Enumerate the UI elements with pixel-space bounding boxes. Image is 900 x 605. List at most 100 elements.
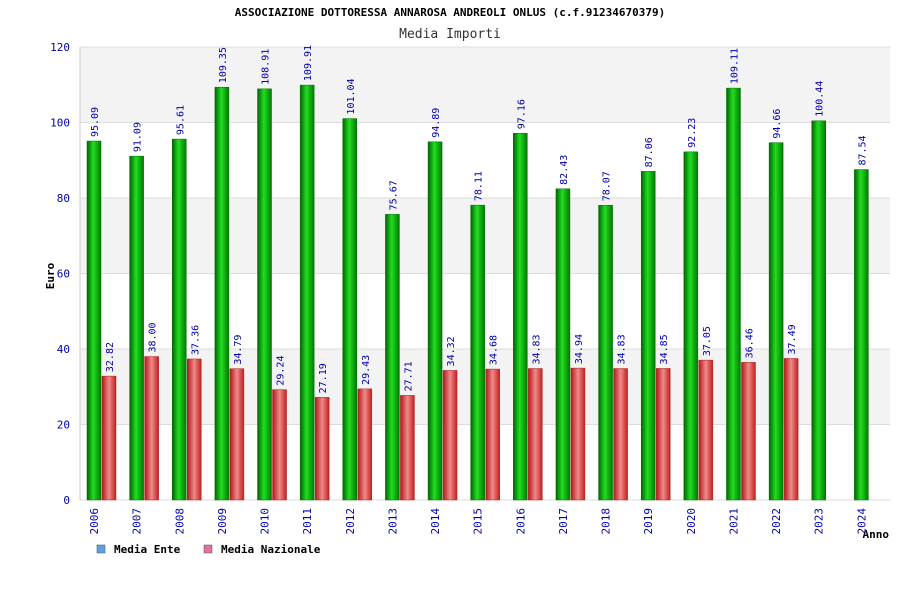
x-tick-label: 2018 — [600, 508, 613, 535]
x-axis-ticks: 2006 2007 2008 2009 2010 2011 2012 2013 2014 2015… — [88, 508, 868, 535]
data-label: 34.83 — [617, 334, 628, 364]
data-label: 37.36 — [190, 325, 201, 355]
x-tick-label: 2006 — [88, 508, 101, 535]
x-tick-label: 2009 — [216, 508, 229, 535]
bar-media-ente — [598, 205, 613, 501]
bar-media-ente — [683, 151, 699, 501]
bar-media-ente — [427, 141, 443, 501]
bar-media-nazionale — [528, 368, 543, 501]
data-label: 34.79 — [233, 335, 244, 365]
data-label: 29.24 — [276, 356, 287, 386]
bar-media-nazionale — [613, 368, 628, 501]
y-axis-ticks: 0 20 40 60 80 100 120 — [50, 41, 70, 507]
y-tick-label: 60 — [57, 268, 70, 281]
y-tick-label: 0 — [63, 494, 70, 507]
legend-swatch-media-nazionale — [203, 544, 213, 554]
bar-media-ente — [854, 169, 869, 501]
y-tick-label: 40 — [57, 343, 70, 356]
bar-media-ente — [214, 86, 230, 501]
data-label: 95.09 — [90, 107, 101, 137]
legend: Media Ente Media Nazionale — [96, 543, 321, 556]
bar-media-nazionale — [698, 359, 714, 501]
data-label: 108.91 — [261, 49, 272, 85]
y-tick-label: 80 — [57, 192, 70, 205]
x-axis-label: Anno — [863, 528, 890, 541]
legend-label-media-nazionale: Media Nazionale — [221, 543, 321, 556]
legend-label-media-ente: Media Ente — [114, 543, 181, 556]
data-label: 36.46 — [744, 328, 755, 358]
x-tick-label: 2012 — [344, 508, 357, 535]
chart-title: ASSOCIAZIONE DOTTORESSA ANNAROSA ANDREOL… — [235, 6, 665, 19]
bar-media-ente — [726, 87, 741, 501]
plot-band — [80, 47, 890, 123]
bar-media-nazionale — [442, 370, 458, 501]
data-label: 87.54 — [857, 135, 868, 165]
data-label: 27.71 — [403, 361, 414, 391]
plot-band — [80, 122, 890, 198]
data-label: 34.68 — [489, 335, 500, 365]
y-tick-label: 20 — [57, 419, 70, 432]
bar-media-ente — [555, 188, 571, 501]
data-label: 87.06 — [644, 137, 655, 167]
bar-media-ente — [470, 204, 485, 501]
x-tick-label: 2022 — [770, 508, 783, 535]
data-label: 38.00 — [148, 322, 159, 352]
x-tick-label: 2021 — [727, 508, 740, 535]
data-label: 37.05 — [702, 326, 713, 356]
data-labels: 95.09 32.82 91.09 38.00 95.61 37.36 109.35 34.7… — [90, 45, 868, 393]
data-label: 109.91 — [303, 45, 314, 81]
bar-media-nazionale — [741, 362, 756, 501]
bar-media-ente — [768, 142, 784, 501]
bar-media-nazionale — [229, 368, 245, 501]
data-label: 101.04 — [346, 78, 357, 114]
bar-media-ente — [172, 138, 187, 501]
data-label: 94.66 — [772, 109, 783, 139]
bars — [86, 84, 869, 501]
x-tick-label: 2013 — [386, 508, 399, 535]
x-tick-label: 2011 — [301, 508, 314, 535]
bar-media-ente — [811, 120, 826, 501]
bar-media-nazionale — [357, 388, 373, 501]
bar-media-ente — [257, 88, 272, 501]
plot-band — [80, 198, 890, 274]
data-label: 95.61 — [175, 105, 186, 135]
x-tick-label: 2019 — [642, 508, 655, 535]
y-tick-label: 120 — [50, 41, 70, 54]
data-label: 37.49 — [787, 324, 798, 354]
bar-media-ente — [86, 140, 102, 501]
x-tick-label: 2014 — [429, 508, 442, 535]
data-label: 34.83 — [531, 334, 542, 364]
x-tick-label: 2023 — [813, 508, 826, 535]
data-label: 109.35 — [218, 47, 229, 83]
bar-media-nazionale — [400, 395, 415, 501]
bar-media-nazionale — [101, 375, 117, 501]
data-label: 78.11 — [474, 171, 485, 201]
x-tick-label: 2017 — [557, 508, 570, 535]
data-label: 91.09 — [133, 122, 144, 152]
bar-media-nazionale — [144, 356, 159, 501]
x-tick-label: 2016 — [514, 508, 527, 535]
data-label: 29.43 — [361, 355, 372, 385]
data-label: 27.19 — [318, 363, 329, 393]
bar-media-nazionale — [655, 368, 671, 501]
chart-subtitle: Media Importi — [399, 27, 501, 42]
data-label: 97.16 — [516, 99, 527, 129]
bar-media-ente — [299, 84, 315, 501]
data-label: 75.67 — [388, 180, 399, 210]
data-label: 109.11 — [729, 48, 740, 84]
data-label: 100.44 — [815, 81, 826, 117]
bar-media-ente — [342, 118, 358, 501]
x-tick-label: 2008 — [173, 508, 186, 535]
legend-swatch-media-ente — [96, 544, 106, 554]
x-tick-label: 2010 — [259, 508, 272, 535]
x-tick-label: 2007 — [131, 508, 144, 535]
plot-band — [80, 273, 890, 349]
data-label: 82.43 — [559, 155, 570, 185]
x-tick-label: 2020 — [685, 508, 698, 535]
bar-media-ente — [513, 132, 528, 501]
data-label: 34.32 — [446, 336, 457, 366]
bar-media-nazionale — [783, 358, 799, 501]
data-label: 34.94 — [574, 334, 585, 364]
